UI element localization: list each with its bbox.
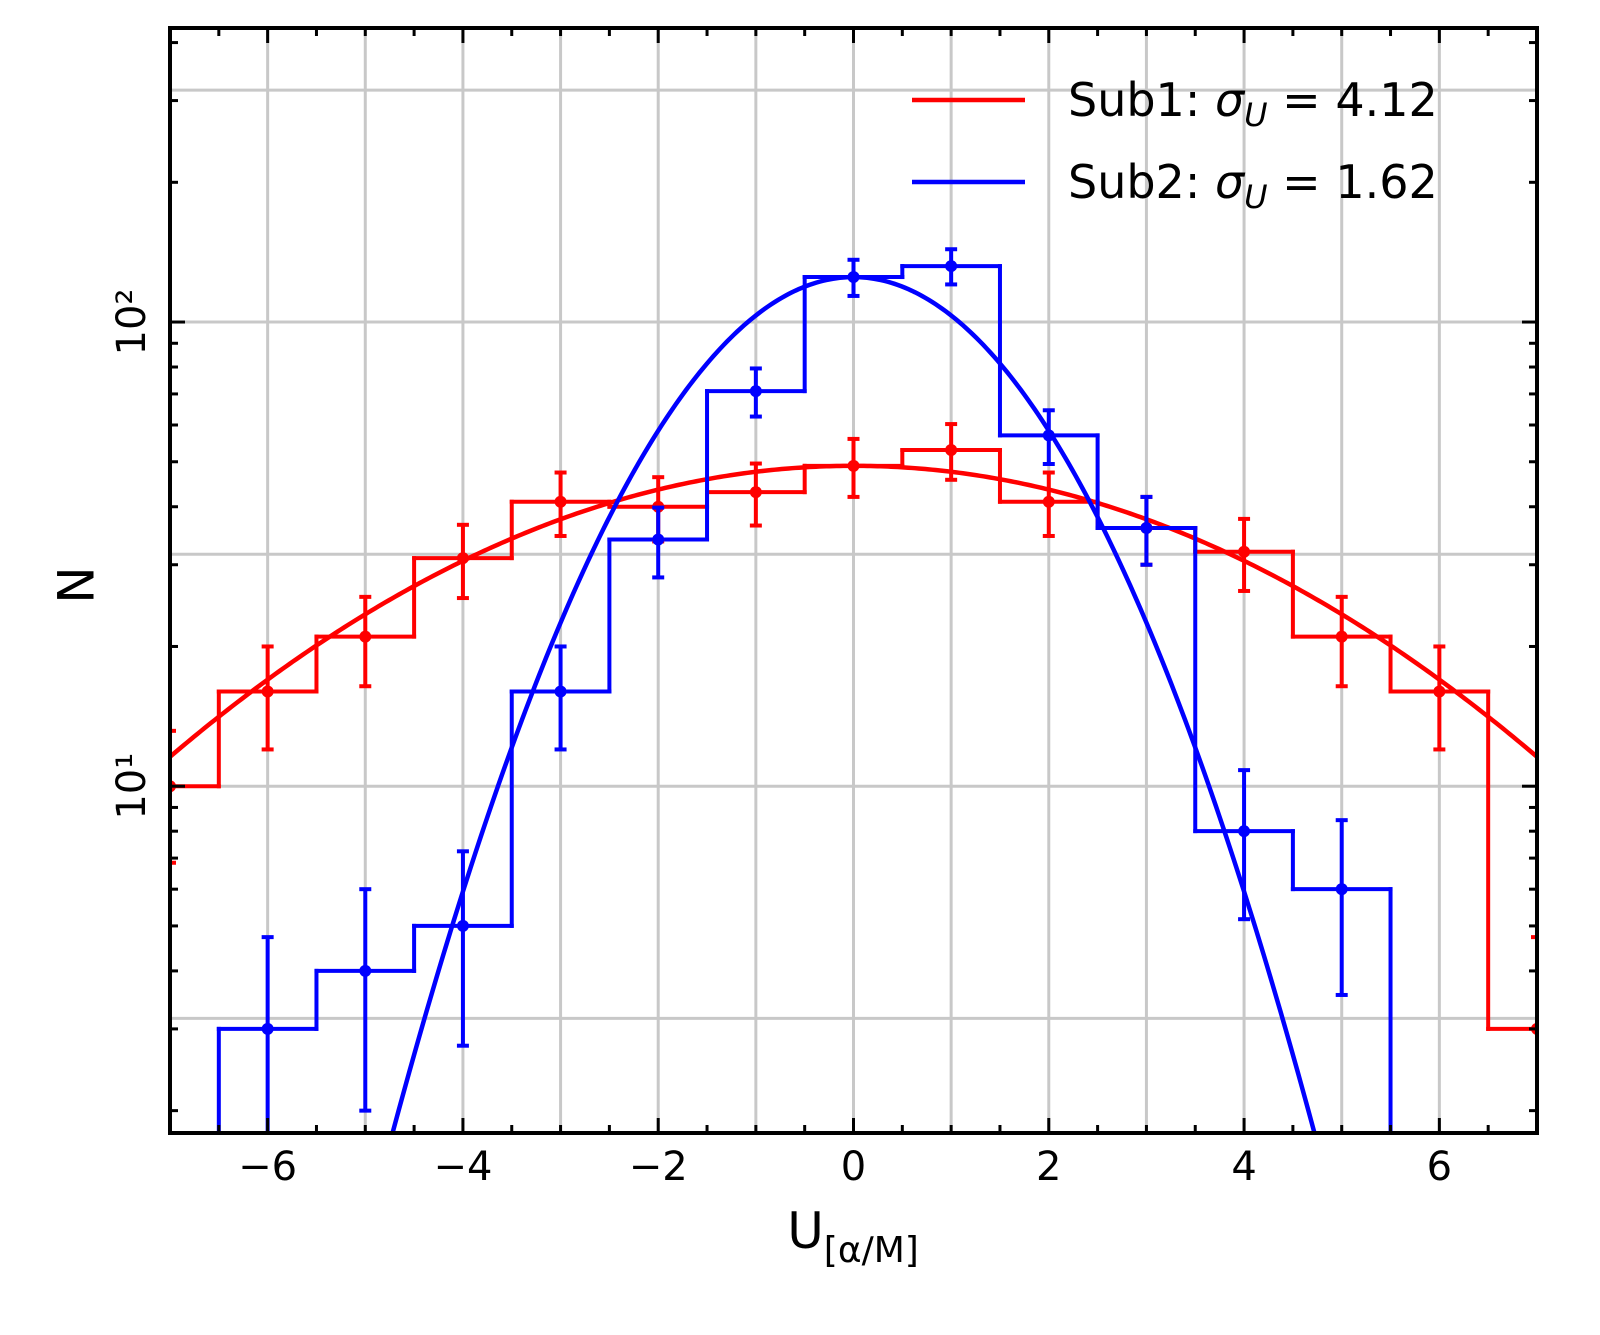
error-bar <box>1335 818 1348 997</box>
data-point <box>1238 825 1251 838</box>
error-bar <box>261 935 274 1133</box>
data-point <box>261 1022 274 1035</box>
legend-symbol: σ <box>1215 155 1246 209</box>
data-point <box>847 459 860 472</box>
legend-series-name: Sub2 <box>1068 155 1185 209</box>
data-point <box>1335 883 1348 896</box>
data-point <box>749 486 762 499</box>
data-point <box>945 444 958 457</box>
x-axis-label: U[α/M] <box>787 1202 919 1271</box>
error-bar <box>1238 768 1251 922</box>
x-tick-label: 2 <box>1036 1144 1061 1190</box>
data-point <box>1140 521 1153 534</box>
legend-entry: Sub1: σU = 4.12 <box>912 73 1438 134</box>
data-point <box>1042 495 1055 508</box>
data-point <box>847 271 860 284</box>
x-axis-label-main: U <box>787 1202 824 1260</box>
x-axis-label-subscript: [α/M] <box>824 1230 919 1271</box>
data-point <box>456 552 469 565</box>
x-tick-label: 4 <box>1231 1144 1256 1190</box>
legend-equals: = <box>1268 73 1336 127</box>
error-bar <box>554 644 567 752</box>
data-point <box>456 919 469 932</box>
grid <box>170 28 1537 1133</box>
legend-label: Sub2: σU = 1.62 <box>1068 155 1438 216</box>
legend-entry: Sub2: σU = 1.62 <box>912 155 1438 216</box>
data-point <box>1238 545 1251 558</box>
error-bar <box>456 849 469 1048</box>
x-tick-label: 0 <box>841 1144 866 1190</box>
data-point <box>1335 630 1348 643</box>
y-tick-label: 10¹ <box>109 753 155 820</box>
legend-separator: : <box>1185 73 1215 127</box>
x-tick-label: 6 <box>1427 1144 1452 1190</box>
plot-area <box>170 247 1537 1133</box>
x-tick-label: −4 <box>433 1144 492 1190</box>
data-point <box>359 630 372 643</box>
data-point <box>554 495 567 508</box>
legend-series-name: Sub1 <box>1068 73 1185 127</box>
data-point <box>359 964 372 977</box>
data-point <box>554 685 567 698</box>
data-point <box>1042 429 1055 442</box>
data-point <box>652 533 665 546</box>
legend-equals: = <box>1268 155 1336 209</box>
legend-subscript: U <box>1244 96 1267 134</box>
data-point <box>261 685 274 698</box>
error-bar <box>359 887 372 1113</box>
error-bar <box>1531 935 1537 1133</box>
error-bar <box>261 644 274 752</box>
legend-separator: : <box>1185 155 1215 209</box>
y-tick-label: 10² <box>109 289 155 356</box>
error-bar <box>170 728 176 865</box>
legend-subscript: U <box>1244 178 1267 216</box>
x-tick-label: −2 <box>629 1144 688 1190</box>
legend-symbol: σ <box>1215 73 1246 127</box>
data-point <box>749 385 762 398</box>
legend-sigma: 4.12 <box>1335 73 1437 127</box>
legend-sigma: 1.62 <box>1335 155 1437 209</box>
data-point <box>1433 685 1446 698</box>
error-bar <box>1433 644 1446 752</box>
data-point <box>945 260 958 273</box>
x-tick-label: −6 <box>238 1144 297 1190</box>
y-axis-label: N <box>48 566 106 603</box>
legend-label: Sub1: σU = 4.12 <box>1068 73 1438 134</box>
